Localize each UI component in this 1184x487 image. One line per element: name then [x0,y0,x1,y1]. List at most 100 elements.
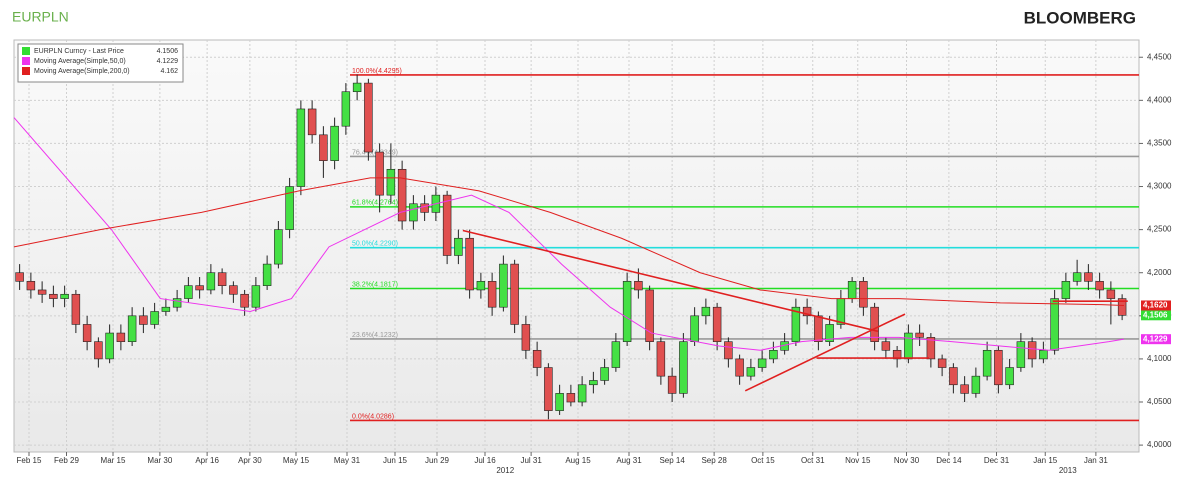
candle-body [487,281,497,308]
candle-body [870,306,879,342]
legend-swatch [22,47,30,55]
candle-body [679,341,688,394]
price-tag-label: 4,1229 [1143,334,1168,343]
candle-body [1084,272,1093,282]
candle-body [859,281,868,308]
candle-body [229,285,238,295]
x-tick-label: Nov 15 [845,456,871,465]
year-label: 2012 [496,466,514,475]
candle-body [510,263,519,325]
candle-body [206,272,216,291]
candle-body [465,237,474,291]
candle-body [307,108,317,136]
y-tick-label: 4,0000 [1147,440,1172,449]
price-tag [1141,300,1171,311]
candle-body [341,91,351,127]
legend-value: 4.1229 [157,58,179,65]
candle-body [667,375,677,394]
y-tick-label: 4,4500 [1147,52,1172,61]
candle-body [195,285,204,291]
y-tick-label: 4,2000 [1147,268,1172,277]
y-tick-label: 4,2500 [1147,225,1172,234]
candle-body [949,367,958,386]
candle-body [274,229,283,265]
candle-body [352,82,362,93]
candle-body [1016,341,1026,368]
level-label: 50.0%(4.2290) [352,241,398,248]
legend-value: 4.1506 [157,48,179,55]
year-label: 2013 [1059,466,1077,475]
candle-body [577,384,587,403]
ma-line [13,117,1125,351]
candle-body [746,367,756,377]
y-tick-label: 4,4000 [1147,95,1172,104]
candle-body [1072,272,1082,282]
candle-body [825,324,834,342]
candle-body [521,324,531,351]
candle-body [420,203,429,213]
candle-body [1039,349,1048,360]
x-tick-label: Aug 31 [616,456,642,465]
candle-body [37,289,47,295]
candle-body [1061,281,1071,299]
candle-body [791,306,801,342]
candle-body [172,298,182,308]
y-tick-label: 4,1000 [1147,354,1172,363]
candle-body [555,393,564,411]
candle-body [735,358,744,377]
candle-body [712,306,722,342]
grid [14,40,1139,452]
candle-body [386,168,396,196]
legend-label: EURPLN Curncy - Last Price [34,48,124,55]
x-tick-label: Apr 16 [195,456,219,465]
candle-body [701,306,711,317]
price-tag [1141,310,1171,321]
level-label: 0.0%(4.0286) [352,413,394,420]
candle-body [1106,289,1116,299]
candle-body [769,349,778,360]
candle-body [1050,298,1059,351]
candle-body [240,293,249,308]
x-tick-label: Feb 29 [54,456,79,465]
level-label: 23.6%(4.1232) [352,332,398,339]
price-tag-label: 4,1620 [1143,301,1168,310]
candle-body [836,298,846,325]
candle-body [409,203,418,222]
candle-body [589,380,598,386]
x-tick-label: Apr 30 [238,456,262,465]
x-tick-label: Jul 31 [520,456,542,465]
candle-body [94,341,103,360]
candle-body [1027,341,1037,360]
candle-body [656,341,666,377]
x-tick-label: Feb 15 [17,456,42,465]
candle-body [937,358,947,368]
candle-body [847,281,857,299]
candle-body [892,349,902,360]
candle-body [926,337,936,360]
candle-body [217,272,227,286]
page-title: EURPLN [12,9,69,25]
x-tick-label: Aug 15 [565,456,591,465]
candle-body [364,82,373,153]
level-label: 38.2%(4.1817) [352,281,398,288]
legend-label: Moving Average(Simple,50,0) [34,58,126,65]
x-tick-label: Oct 31 [801,456,825,465]
plot-area [13,39,1140,453]
legend-swatch [22,67,30,75]
ma-line [13,177,1125,306]
candle-body [499,263,508,308]
y-tick-label: 4,0500 [1147,397,1172,406]
candle-body [645,289,654,342]
candle-body [904,332,913,360]
x-tick-label: Jan 15 [1033,456,1058,465]
x-tick-label: May 31 [334,456,361,465]
candle-body [442,194,452,256]
candle-body [544,367,553,411]
trend-line [744,313,906,392]
candle-body [296,108,306,187]
candle-body [915,332,924,338]
candle-body [127,315,137,342]
x-tick-label: Sep 14 [659,456,685,465]
x-tick-label: Sep 28 [701,456,727,465]
candle-body [476,281,486,291]
